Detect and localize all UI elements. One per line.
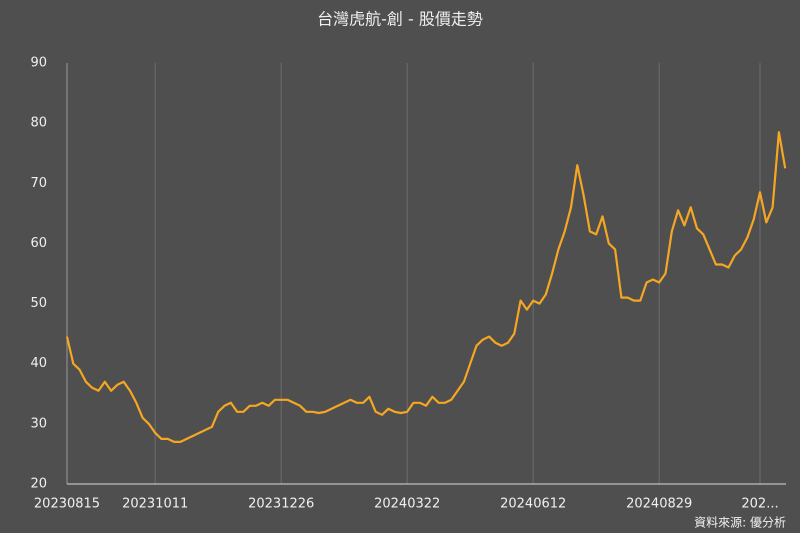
x-tick-label: 20231011	[122, 497, 188, 512]
y-tick-label: 20	[30, 477, 47, 492]
price-line	[65, 131, 787, 443]
x-tick-label: 20240612	[500, 497, 566, 512]
chart-title: 台灣虎航-創 - 股價走勢	[317, 10, 483, 29]
source-note: 資料來源: 優分析	[694, 516, 786, 530]
y-tick-label: 70	[30, 176, 47, 191]
y-tick-label: 50	[30, 296, 47, 311]
x-tick-label: 20240322	[374, 497, 440, 512]
y-tick-label: 60	[30, 236, 47, 251]
x-tick-label: 20231226	[248, 497, 314, 512]
x-tick-label: 20240829	[626, 497, 692, 512]
x-tick-label: 20230815	[34, 497, 100, 512]
y-tick-label: 90	[30, 56, 47, 71]
y-tick-label: 30	[30, 416, 47, 431]
y-tick-label: 40	[30, 356, 47, 371]
x-tick-label: 202...	[741, 497, 778, 512]
y-tick-label: 80	[30, 116, 47, 131]
